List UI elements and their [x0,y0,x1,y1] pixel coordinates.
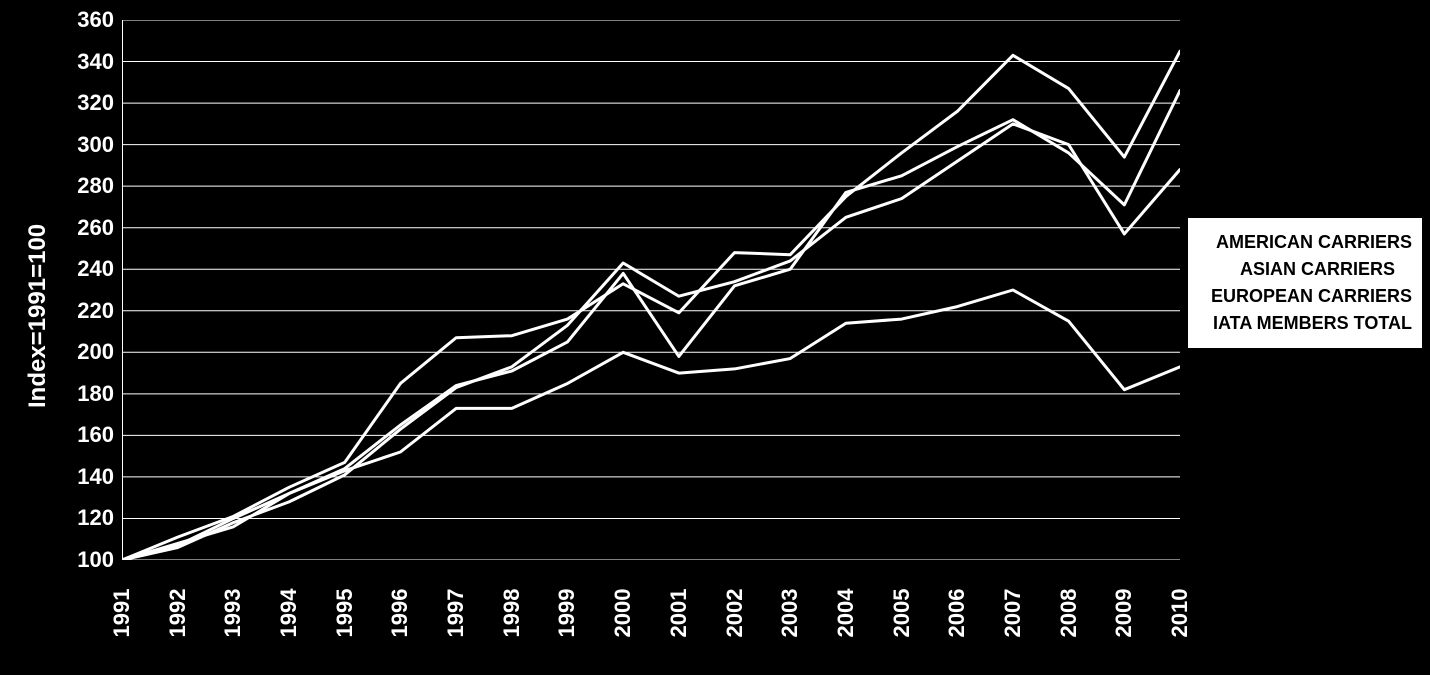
y-tick-label: 180 [64,381,114,407]
plot-area [122,20,1180,560]
x-tick-label: 2010 [1167,583,1193,643]
legend-item: IATA MEMBERS TOTAL [1198,313,1412,334]
x-tick-label: 2004 [833,583,859,643]
x-tick-label: 2001 [666,583,692,643]
x-tick-label: 1994 [276,583,302,643]
x-tick-label: 2003 [777,583,803,643]
legend-swatch [1198,322,1205,325]
legend-swatch [1198,241,1208,244]
x-tick-label: 1999 [554,583,580,643]
x-tick-label: 2005 [889,583,915,643]
y-tick-label: 300 [64,132,114,158]
y-axis-title: Index=1991=100 [24,224,52,408]
x-tick-label: 2008 [1056,583,1082,643]
y-tick-label: 120 [64,505,114,531]
line-chart: Index=1991=100 100 120 140 160 180 200 220 240 2… [0,0,1430,675]
y-tick-label: 340 [64,49,114,75]
y-tick-label: 260 [64,215,114,241]
legend-label: IATA MEMBERS TOTAL [1213,313,1412,334]
legend-item: AMERICAN CARRIERS [1198,232,1412,253]
y-tick-label: 200 [64,339,114,365]
legend-swatch [1198,295,1203,298]
y-tick-label: 360 [64,7,114,33]
y-tick-label: 160 [64,422,114,448]
x-tick-label: 2006 [944,583,970,643]
y-tick-label: 100 [64,547,114,573]
y-tick-label: 280 [64,173,114,199]
x-tick-label: 1996 [387,583,413,643]
x-tick-label: 2007 [1000,583,1026,643]
x-tick-label: 1993 [220,583,246,643]
y-tick-label: 140 [64,464,114,490]
x-tick-label: 2000 [610,583,636,643]
x-tick-label: 1995 [332,583,358,643]
legend-item: EUROPEAN CARRIERS [1198,286,1412,307]
x-tick-label: 2009 [1111,583,1137,643]
legend-swatch [1198,268,1232,271]
legend-label: ASIAN CARRIERS [1240,259,1395,280]
legend-label: AMERICAN CARRIERS [1216,232,1412,253]
x-tick-label: 1992 [165,583,191,643]
x-tick-label: 1997 [443,583,469,643]
y-tick-label: 240 [64,256,114,282]
x-tick-label: 1991 [109,583,135,643]
legend-item: ASIAN CARRIERS [1198,259,1412,280]
x-tick-label: 2002 [722,583,748,643]
chart-svg [122,20,1180,560]
y-tick-label: 320 [64,90,114,116]
legend-label: EUROPEAN CARRIERS [1211,286,1412,307]
legend: AMERICAN CARRIERS ASIAN CARRIERS EUROPEAN … [1186,216,1424,350]
y-tick-label: 220 [64,298,114,324]
x-tick-label: 1998 [499,583,525,643]
